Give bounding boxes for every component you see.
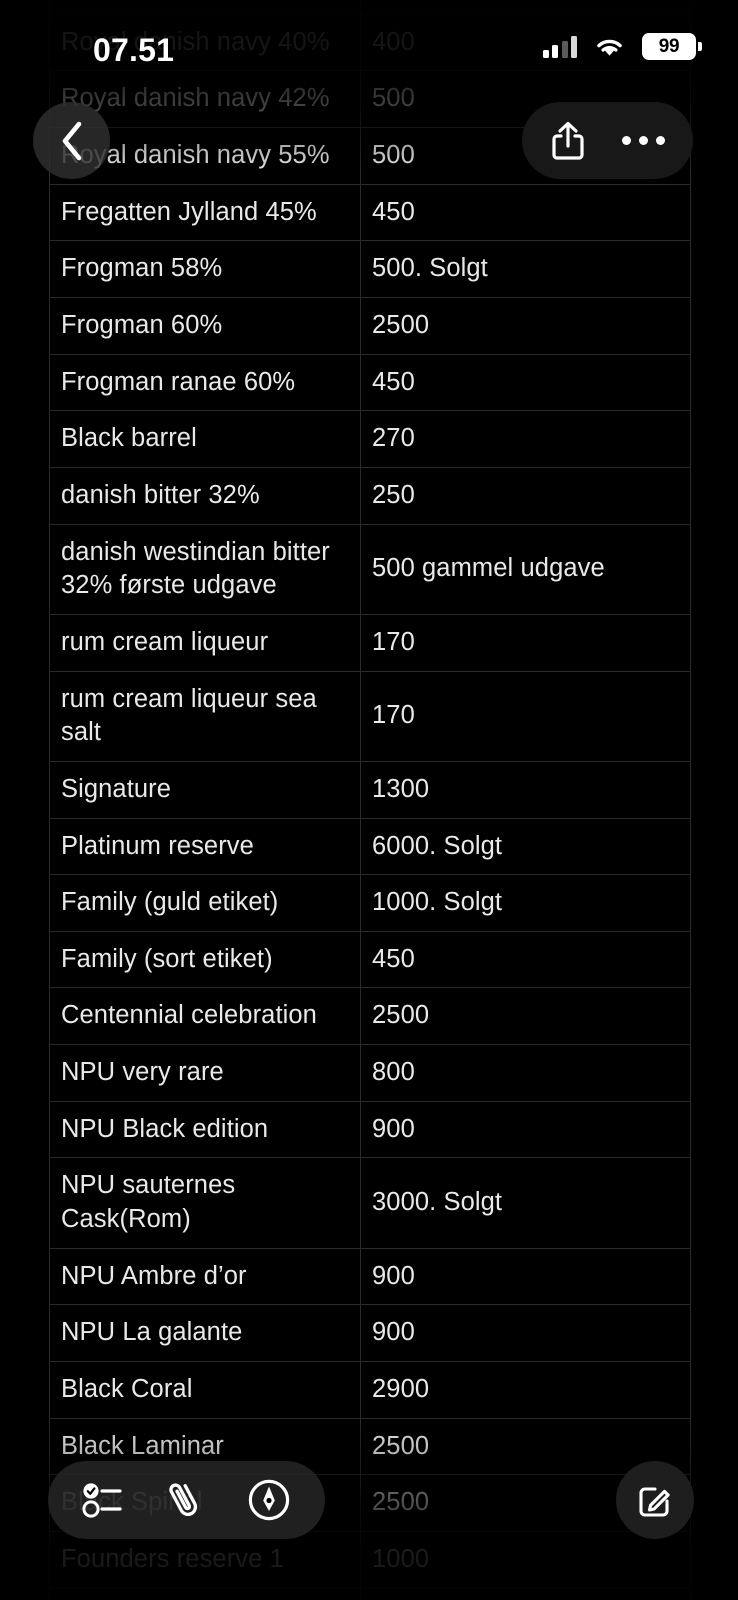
- table-row[interactable]: Signature 1300: [49, 760, 691, 819]
- cell-product-name: NPU Black edition: [49, 1100, 361, 1159]
- cellular-signal-icon: [542, 35, 577, 58]
- cell-product-name: Founders reserve 2: [49, 1587, 361, 1600]
- back-button[interactable]: [33, 102, 110, 179]
- cell-product-name: NPU La galante: [49, 1304, 361, 1363]
- table-row[interactable]: NPU Black edition 900: [49, 1100, 691, 1159]
- table-row[interactable]: Platinum reserve 6000. Solgt: [49, 817, 691, 876]
- battery-icon: 99: [642, 33, 702, 60]
- cell-product-name: Frogman ranae 60%: [49, 353, 361, 412]
- cell-product-name: NPU sauternes Cask(Rom): [49, 1157, 361, 1249]
- cell-price: 3000. Solgt: [360, 1157, 691, 1249]
- compose-button[interactable]: [616, 1461, 694, 1539]
- cell-price: 900: [360, 1304, 691, 1363]
- cell-product-name: rum cream liqueur sea salt: [49, 670, 361, 762]
- table-row[interactable]: Frogman 60% 2500: [49, 296, 691, 355]
- cell-product-name: danish bitter 32%: [49, 466, 361, 525]
- cell-price: 450: [360, 183, 691, 242]
- cell-product-name: NPU very rare: [49, 1044, 361, 1102]
- price-table[interactable]: Ambre d’or reserve xo350Royal danish nav…: [49, 0, 691, 1600]
- cell-product-name: Black Coral: [49, 1361, 361, 1419]
- share-icon: [550, 120, 586, 162]
- table-row[interactable]: danish bitter 32% 250: [49, 466, 691, 525]
- ellipsis-icon: [622, 136, 665, 145]
- cell-price: 900: [360, 1587, 691, 1600]
- compose-icon: [634, 1479, 676, 1521]
- cell-product-name: Family (sort etiket): [49, 930, 361, 989]
- cell-price: 2500: [360, 987, 691, 1046]
- cell-price: 1000: [360, 1531, 691, 1589]
- table-row[interactable]: Family (guld etiket) 1000. Solgt: [49, 874, 691, 932]
- cell-price: 900: [360, 1100, 691, 1159]
- cell-product-name: Family (guld etiket): [49, 874, 361, 932]
- attachment-button[interactable]: [165, 1477, 207, 1523]
- status-bar: 07.51 99: [0, 0, 738, 78]
- cell-product-name: Frogman 58%: [49, 240, 361, 298]
- cell-price: 500. Solgt: [360, 240, 691, 298]
- cell-product-name: rum cream liqueur: [49, 613, 361, 672]
- cell-price: 450: [360, 930, 691, 989]
- paperclip-icon: [165, 1477, 207, 1523]
- table-row[interactable]: Centennial celebration 2500: [49, 987, 691, 1046]
- price-table-body: Ambre d’or reserve xo350Royal danish nav…: [49, 0, 691, 1600]
- cell-product-name: Platinum reserve: [49, 817, 361, 876]
- cell-price: 170: [360, 613, 691, 672]
- cell-price: 900: [360, 1247, 691, 1306]
- cell-product-name: Centennial celebration: [49, 987, 361, 1046]
- cell-price: 1000. Solgt: [360, 874, 691, 932]
- battery-level: 99: [658, 35, 680, 57]
- table-row[interactable]: rum cream liqueur sea salt 170: [49, 670, 691, 762]
- status-icons: 99: [542, 33, 702, 60]
- wifi-icon: [593, 35, 626, 59]
- table-row[interactable]: Frogman 58% 500. Solgt: [49, 240, 691, 298]
- cell-product-name: Founders reserve 1: [49, 1531, 361, 1589]
- table-row[interactable]: Founders reserve 1 1000: [49, 1531, 691, 1589]
- status-time: 07.51: [93, 32, 175, 68]
- cell-price: 170: [360, 670, 691, 762]
- cell-price: 2500: [360, 296, 691, 355]
- cell-price: 500 gammel udgave: [360, 523, 691, 615]
- table-row[interactable]: Black barrel 270: [49, 410, 691, 468]
- table-row[interactable]: danish westindian bitter 32% første udga…: [49, 523, 691, 615]
- top-actions-pill: [522, 102, 693, 179]
- markup-button[interactable]: [247, 1478, 291, 1522]
- cell-price: 1300: [360, 760, 691, 819]
- table-row[interactable]: Fregatten Jylland 45% 450: [49, 183, 691, 242]
- share-button[interactable]: [550, 120, 586, 162]
- cell-price: 6000. Solgt: [360, 817, 691, 876]
- table-row[interactable]: Frogman ranae 60% 450: [49, 353, 691, 412]
- cell-price: 250: [360, 466, 691, 525]
- cell-product-name: Signature: [49, 760, 361, 819]
- cell-product-name: NPU Ambre d’or: [49, 1247, 361, 1306]
- more-options-button[interactable]: [622, 136, 665, 145]
- cell-product-name: Black barrel: [49, 410, 361, 468]
- cell-product-name: danish westindian bitter 32% første udga…: [49, 523, 361, 615]
- table-row[interactable]: NPU sauternes Cask(Rom) 3000. Solgt: [49, 1157, 691, 1249]
- cell-price: 450: [360, 353, 691, 412]
- chevron-left-icon: [59, 119, 85, 163]
- table-row[interactable]: NPU Ambre d’or 900: [49, 1247, 691, 1306]
- cell-price: 800: [360, 1044, 691, 1102]
- checklist-icon: [82, 1479, 126, 1521]
- markup-pen-icon: [247, 1478, 291, 1522]
- cell-price: 2900: [360, 1361, 691, 1419]
- note-toolbar: [48, 1461, 325, 1539]
- table-row[interactable]: Black Coral 2900: [49, 1361, 691, 1419]
- table-row[interactable]: Founders reserve 2900: [49, 1587, 691, 1600]
- cell-product-name: Fregatten Jylland 45%: [49, 183, 361, 242]
- table-row[interactable]: NPU very rare 800: [49, 1044, 691, 1102]
- cell-price: 270: [360, 410, 691, 468]
- table-row[interactable]: NPU La galante 900: [49, 1304, 691, 1363]
- checklist-button[interactable]: [82, 1479, 126, 1521]
- cell-product-name: Frogman 60%: [49, 296, 361, 355]
- table-row[interactable]: rum cream liqueur 170: [49, 613, 691, 672]
- table-row[interactable]: Family (sort etiket) 450: [49, 930, 691, 989]
